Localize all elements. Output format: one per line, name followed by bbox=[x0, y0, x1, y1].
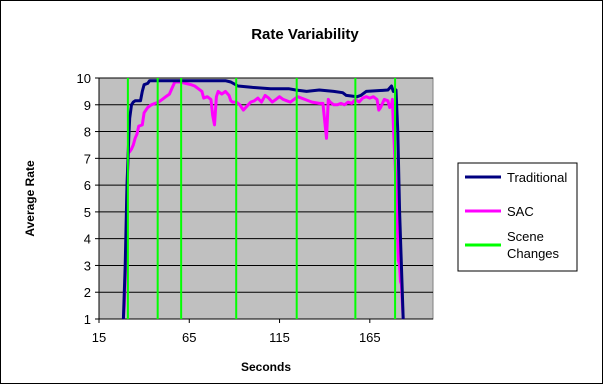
legend-box bbox=[457, 162, 578, 272]
legend-label-line: Scene bbox=[507, 229, 544, 244]
y-tick-label: 8 bbox=[84, 125, 91, 140]
chart-title: Rate Variability bbox=[251, 26, 359, 43]
x-tick-label: 115 bbox=[269, 330, 290, 345]
y-tick-label: 2 bbox=[84, 285, 91, 300]
legend-label: SAC bbox=[507, 204, 534, 219]
y-tick-label: 4 bbox=[84, 232, 91, 247]
legend-label: Traditional bbox=[507, 170, 567, 185]
series-line-traditional bbox=[121, 79, 405, 320]
y-tick-label: 6 bbox=[84, 178, 91, 193]
plot-area bbox=[98, 77, 434, 320]
x-tick-label: 15 bbox=[92, 330, 106, 345]
x-tick-label: 165 bbox=[359, 330, 381, 345]
y-tick-label: 9 bbox=[84, 98, 91, 113]
y-tick-label: 10 bbox=[77, 71, 91, 86]
y-tick-label: 7 bbox=[84, 151, 91, 166]
legend-label-line: Changes bbox=[507, 246, 560, 261]
y-tick-label: 1 bbox=[84, 312, 91, 327]
x-tick-label: 65 bbox=[182, 330, 196, 345]
y-axis-label: Average Rate bbox=[23, 160, 37, 237]
x-axis-label: Seconds bbox=[241, 360, 291, 374]
legend: Traditional SAC Scene Changes bbox=[457, 162, 578, 272]
y-tick-label: 3 bbox=[84, 258, 91, 273]
y-tick-label: 5 bbox=[84, 205, 91, 220]
legend-label: Scene Changes bbox=[507, 229, 560, 261]
